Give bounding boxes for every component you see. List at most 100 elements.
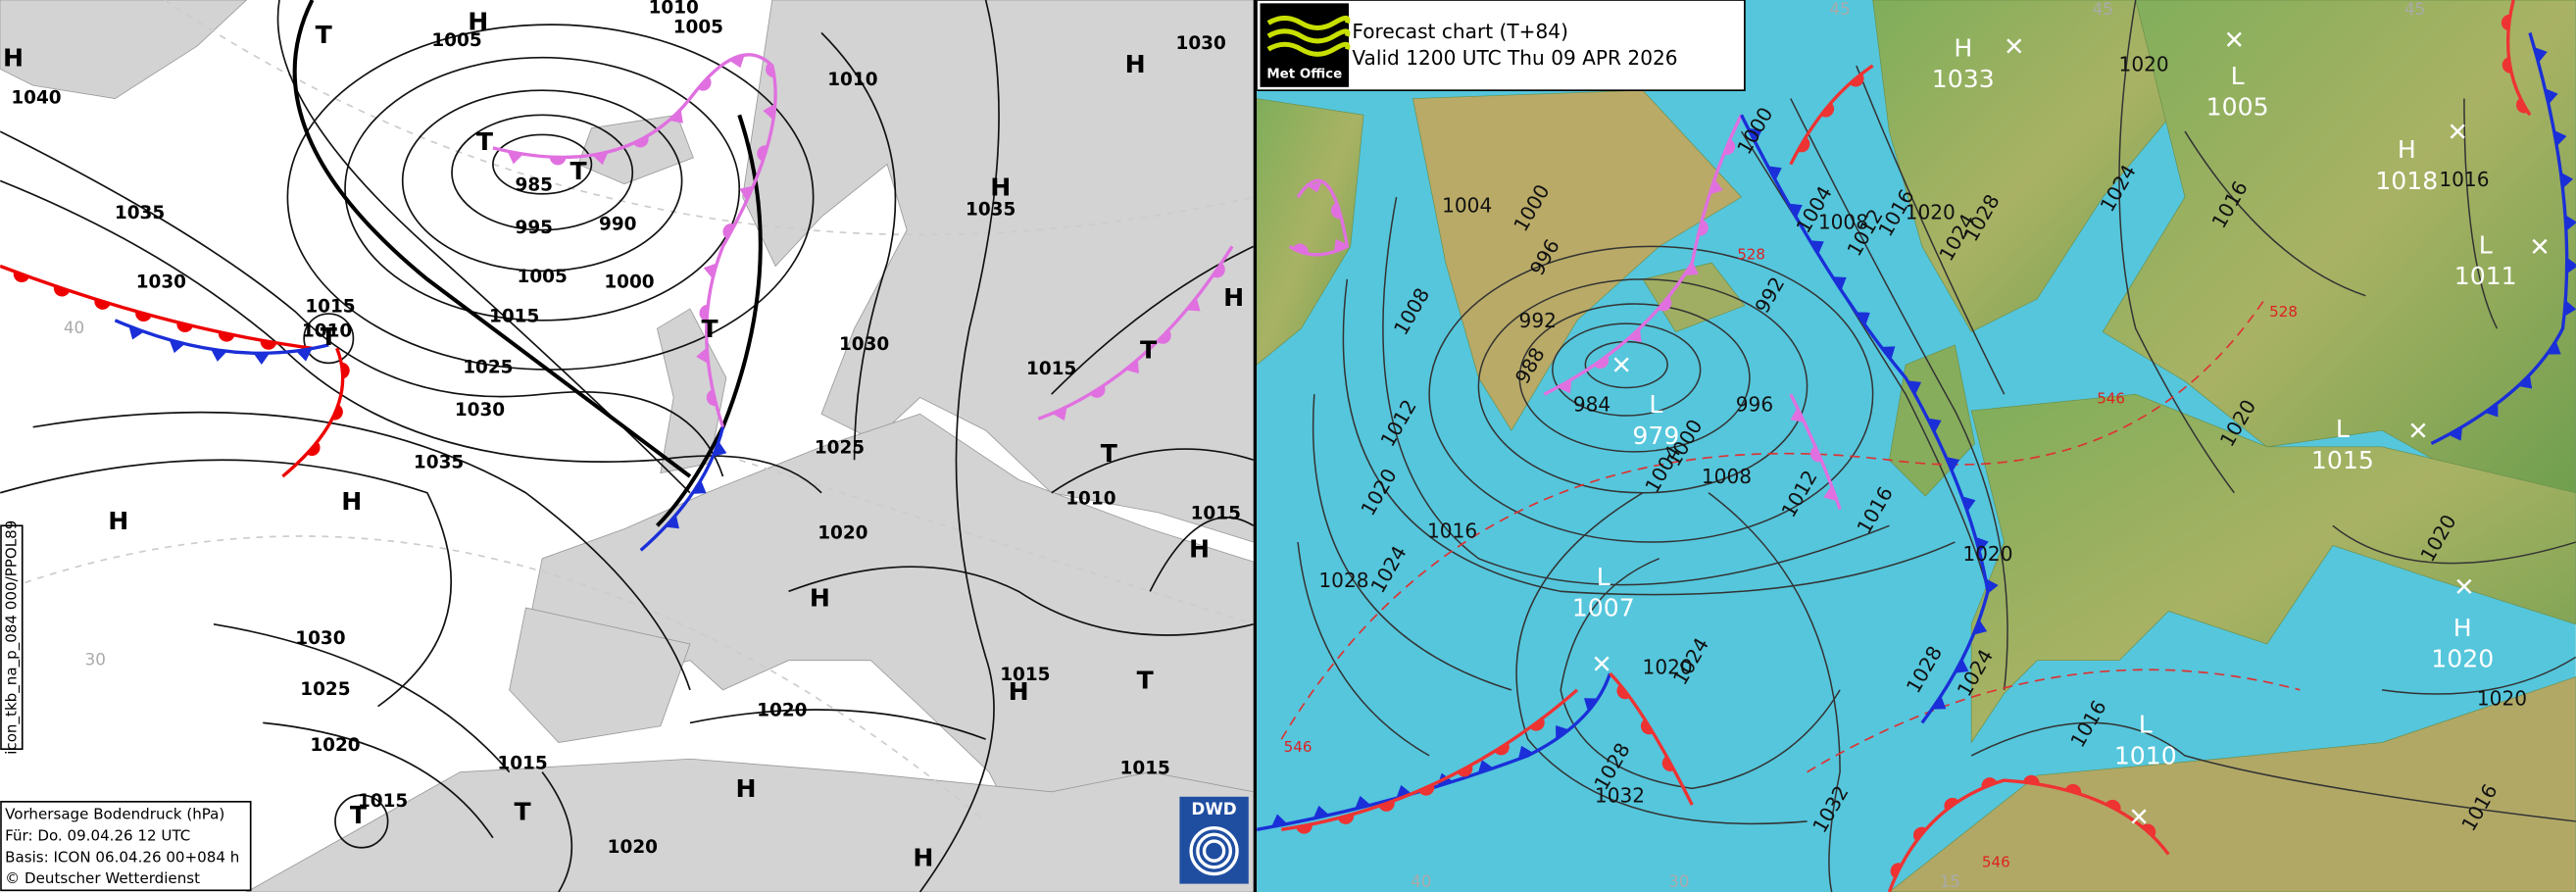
front-symbol <box>669 109 683 124</box>
front-symbol <box>699 304 709 322</box>
isobar-label: 995 <box>516 218 553 238</box>
isobar <box>0 130 724 477</box>
land <box>0 0 248 99</box>
side-code-box <box>0 524 24 751</box>
center-letter: L <box>1649 390 1662 419</box>
isobar-label: 1010 <box>827 70 877 90</box>
center-pressure: 1007 <box>1572 594 1635 622</box>
isobar-label: 1020 <box>1962 542 2012 566</box>
front-symbol <box>1907 380 1922 395</box>
front-symbol <box>1849 73 1864 87</box>
pressure-center: T <box>1140 336 1157 365</box>
pressure-center: H <box>1189 534 1210 563</box>
thickness-line <box>1280 295 2268 740</box>
isobar-label: 1005 <box>431 30 481 51</box>
center-pressure: 979 <box>1632 421 1679 450</box>
thickness-label: 528 <box>2269 303 2298 321</box>
isobar-label: 1035 <box>414 453 464 473</box>
isobar <box>0 179 822 494</box>
center-letter: L <box>2479 230 2493 259</box>
front-symbol <box>2534 46 2548 64</box>
isobar <box>2382 656 2576 695</box>
side-code: icon_tkb_na_p_084 000/PPOL89 <box>2 520 21 755</box>
front-symbol <box>2564 215 2576 231</box>
front-symbol <box>757 145 768 162</box>
front-symbol <box>1396 784 1412 799</box>
isobar-label: 1015 <box>358 791 408 812</box>
graticule-label: 30 <box>85 650 106 669</box>
front-symbol <box>1212 263 1225 278</box>
isobar-label: 1035 <box>115 203 165 223</box>
center-cross <box>2226 31 2242 47</box>
front-symbol <box>1955 659 1969 673</box>
front-symbol <box>1307 181 1322 193</box>
center-cross <box>2450 124 2465 139</box>
center-cross <box>2532 238 2548 254</box>
thickness-label: 546 <box>1284 738 1313 756</box>
isobar <box>1342 278 1956 596</box>
pressure-center: H <box>735 774 756 803</box>
pressure-center: H <box>990 173 1011 202</box>
pressure-center: T <box>514 798 530 826</box>
pressure-center: H <box>1009 677 1029 706</box>
front-line <box>1281 688 1579 831</box>
center-cross <box>1594 656 1610 671</box>
graticule-label: 30 <box>1668 871 1689 891</box>
graticule-label: 45 <box>1829 0 1850 19</box>
front-symbol <box>507 151 524 165</box>
center-pressure: 1015 <box>2311 446 2374 474</box>
front-line <box>1037 245 1234 421</box>
front-symbol <box>53 285 71 297</box>
isobar <box>1297 541 1430 757</box>
isobar-label: 1020 <box>757 701 807 721</box>
front-symbol <box>2501 14 2511 31</box>
thickness-label: 546 <box>2097 390 2125 408</box>
isobar <box>788 566 1254 636</box>
front-symbol <box>295 348 313 362</box>
center-cross <box>2131 809 2147 824</box>
pressure-center: H <box>913 843 933 871</box>
isobar <box>1790 98 2008 690</box>
front-symbol <box>1330 202 1342 220</box>
front-symbol <box>1881 346 1896 361</box>
isobar <box>1560 558 1841 790</box>
caption-line: © Deutscher Wetterdienst <box>5 869 200 887</box>
graticule-label: 45 <box>2093 0 2113 19</box>
center-cross <box>2006 38 2022 54</box>
isobar-label: 1010 <box>302 322 352 342</box>
front-line <box>0 264 313 350</box>
isobar-label: 1040 <box>11 88 61 109</box>
front-symbol <box>1186 297 1201 312</box>
front-symbol <box>1927 418 1942 433</box>
isobar <box>1149 517 1254 592</box>
front-symbol <box>306 441 321 457</box>
graticule-label: 15 <box>1940 871 1960 891</box>
front-symbol <box>260 339 277 350</box>
front-symbol <box>1583 698 1599 712</box>
center-letter: H <box>2398 135 2416 164</box>
isobar-label: 985 <box>516 174 553 195</box>
front-symbol <box>340 362 350 379</box>
front-symbol <box>1557 379 1572 394</box>
front-symbol <box>1090 385 1106 398</box>
land <box>1888 676 2576 892</box>
front-symbol <box>706 389 717 407</box>
front-symbol <box>2547 340 2561 355</box>
front-symbol <box>218 331 235 342</box>
front-symbol <box>1788 203 1803 219</box>
front-symbol <box>169 339 185 354</box>
isobar <box>541 771 573 892</box>
front-symbol <box>1797 136 1810 153</box>
isobar-label: 1005 <box>673 17 723 37</box>
isobar <box>689 709 986 740</box>
center-letter: H <box>2453 614 2472 642</box>
isobar <box>1552 322 1702 417</box>
isobar-label: 1025 <box>463 357 513 377</box>
front-symbol <box>1973 619 1988 635</box>
isobar <box>32 411 691 691</box>
pressure-center: T <box>570 157 586 185</box>
front-symbol <box>1640 719 1654 735</box>
front-symbol <box>1790 407 1805 422</box>
